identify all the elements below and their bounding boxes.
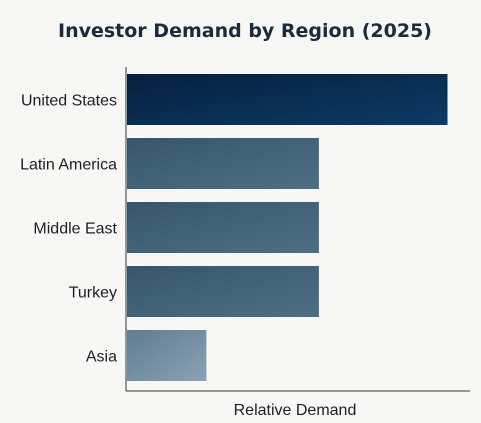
chart-title: Investor Demand by Region (2025) [58,20,432,42]
category-label-united-states: United States [21,93,117,110]
bar-middle-east [127,202,319,253]
category-label-asia: Asia [86,349,117,366]
bar-latin-america [127,138,319,189]
category-label-middle-east: Middle East [33,221,117,238]
category-label-turkey: Turkey [69,285,117,302]
category-label-latin-america: Latin America [20,157,117,174]
bar-asia [127,330,207,381]
x-axis-title: Relative Demand [234,402,357,419]
category-labels: United States Latin America Middle East Tur… [20,93,117,366]
bar-turkey [127,266,319,317]
bars-group [127,74,448,381]
bar-united-states [127,74,448,125]
